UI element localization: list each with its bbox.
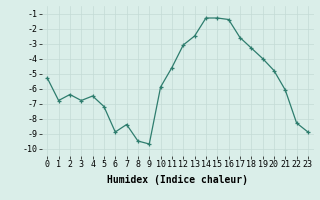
X-axis label: Humidex (Indice chaleur): Humidex (Indice chaleur)	[107, 175, 248, 185]
